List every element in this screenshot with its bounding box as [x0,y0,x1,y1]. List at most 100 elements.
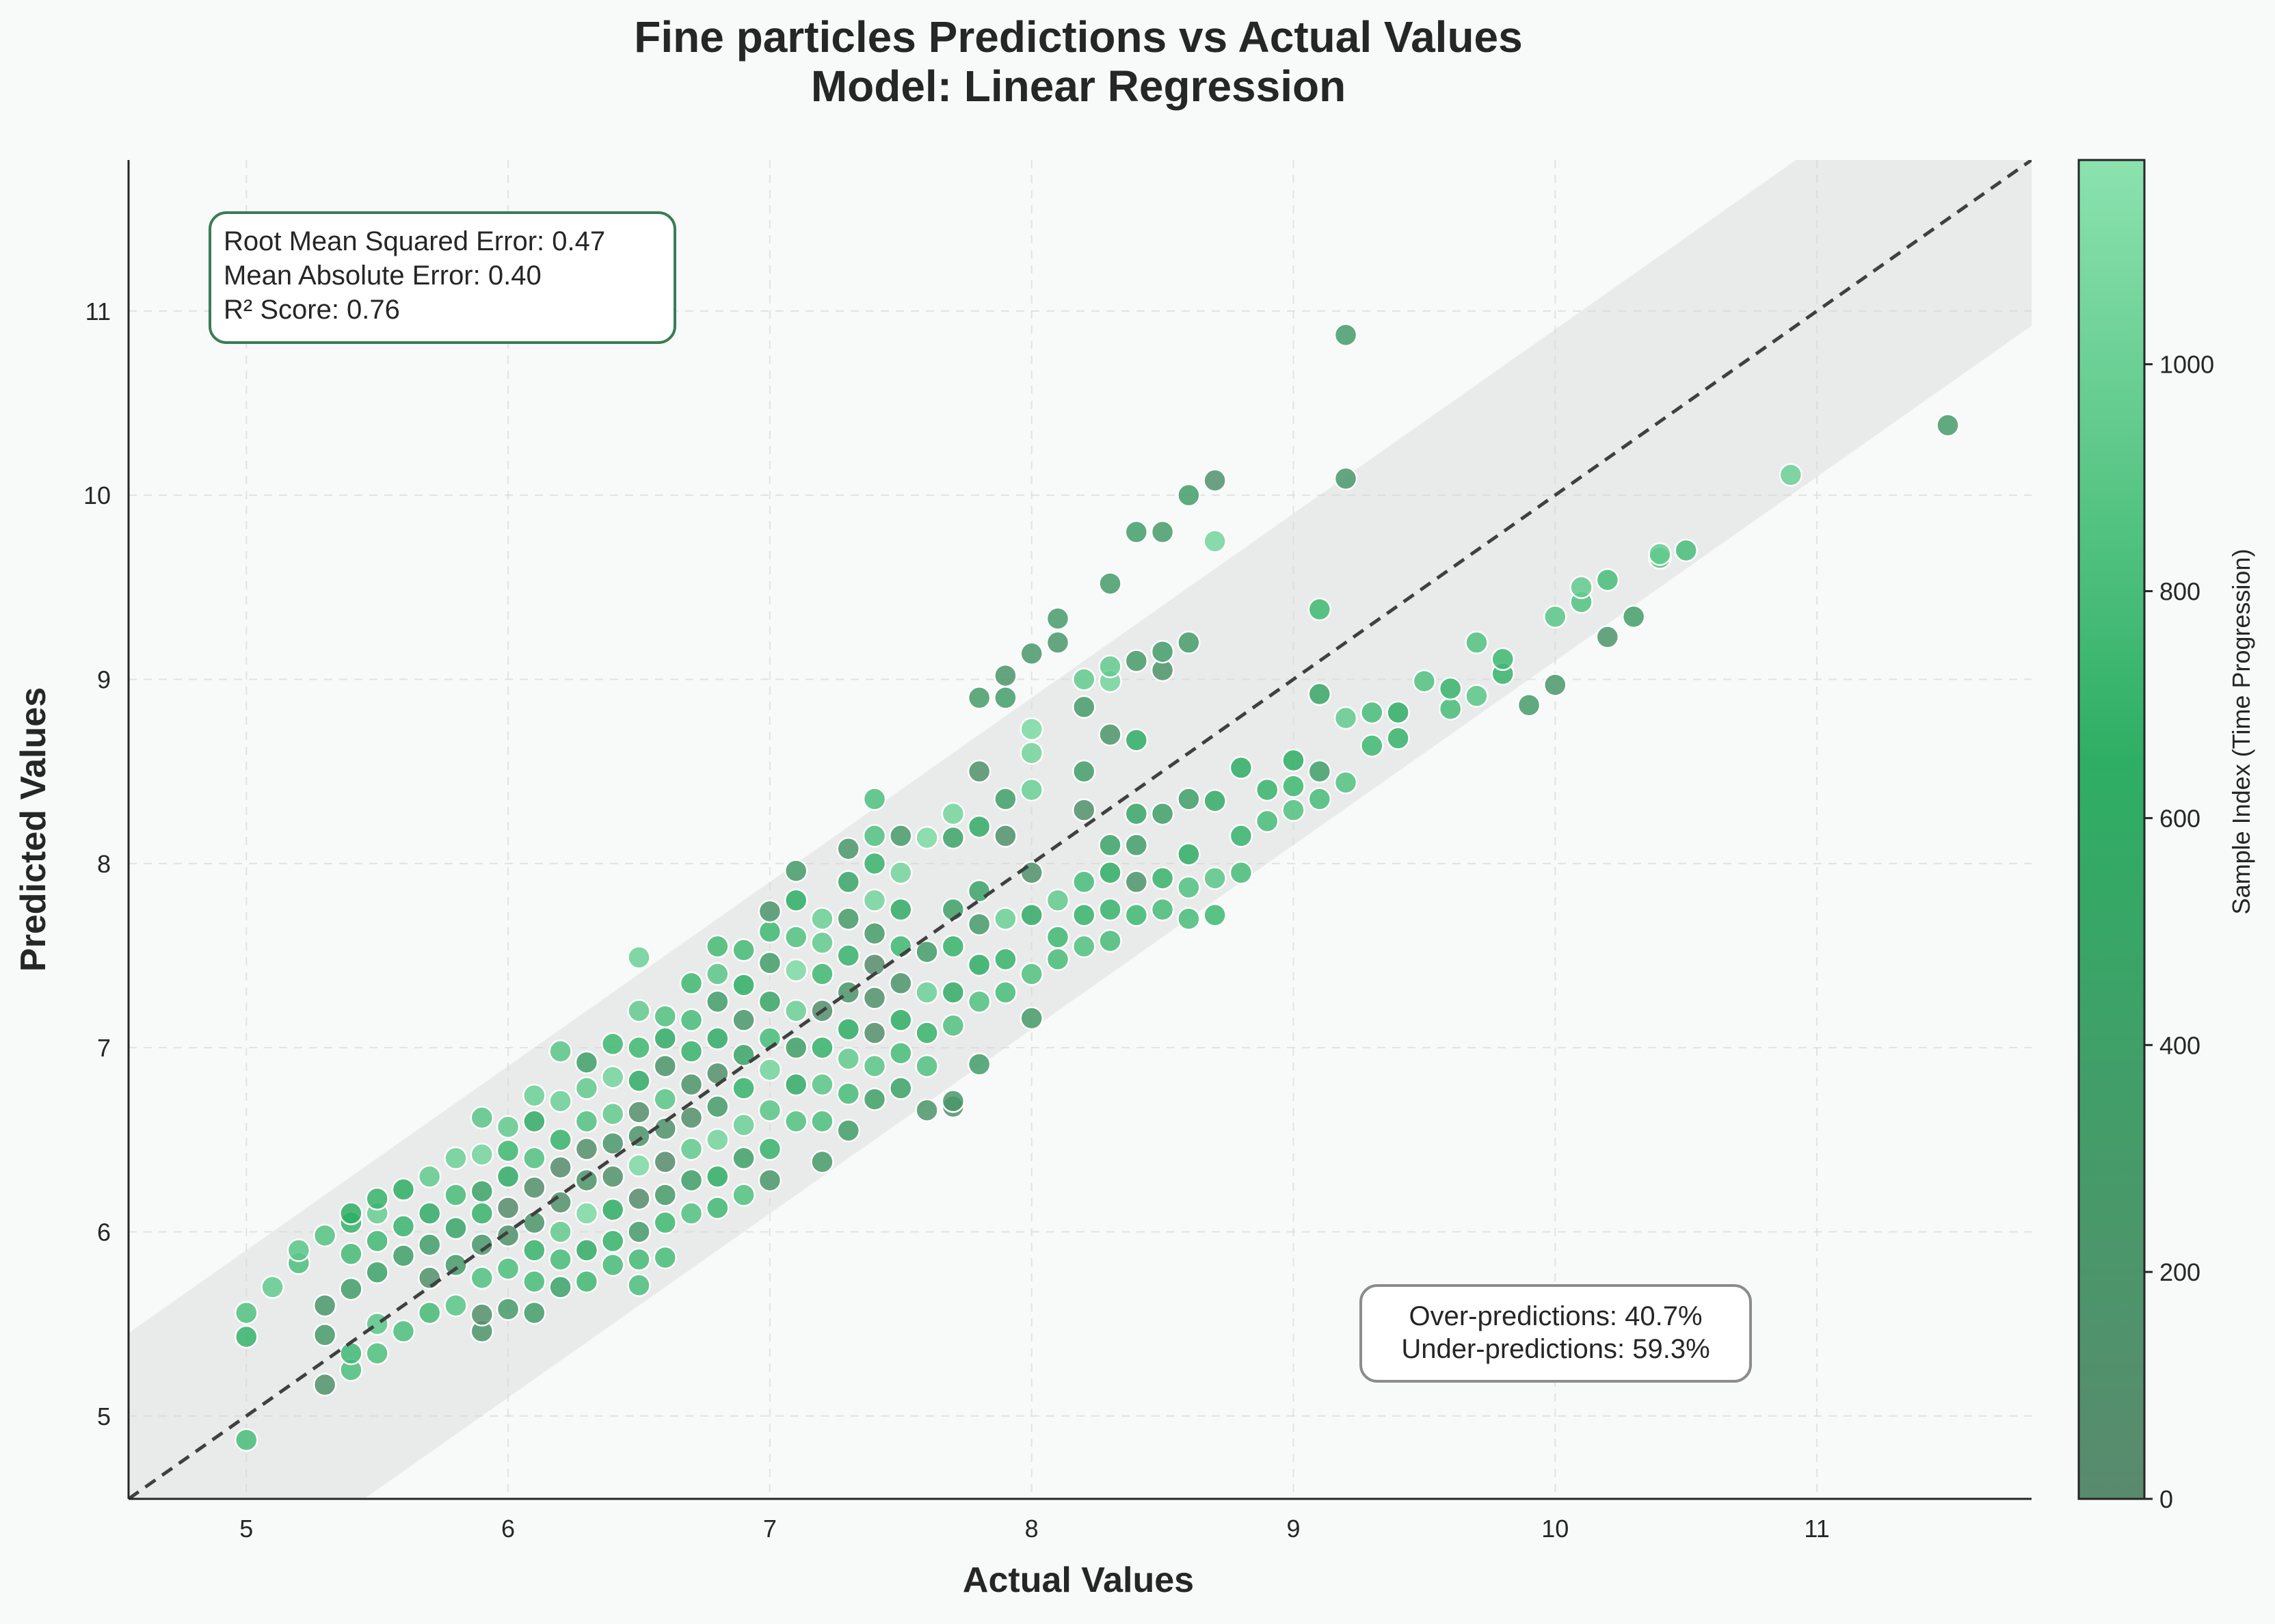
data-point [784,1109,808,1134]
data-point [548,1247,572,1272]
data-point [1333,466,1358,491]
perfect-prediction-line [129,160,2032,1499]
data-point [496,1257,520,1281]
data-point [836,1047,860,1071]
data-point [574,1137,599,1161]
data-point [967,759,992,784]
y-axis-label: Predicted Values [14,687,53,972]
data-point [339,1277,363,1301]
data-point [810,1072,834,1097]
x-tick-label: 8 [1025,1515,1039,1543]
data-point [994,663,1017,688]
data-point [836,837,860,861]
data-point [1438,697,1463,721]
data-point [862,787,887,811]
x-tick-label: 9 [1286,1515,1300,1543]
data-point [1360,700,1384,725]
data-point [574,1201,599,1225]
metrics-box: Root Mean Squared Error: 0.47 Mean Absol… [209,211,676,344]
data-point [627,1247,651,1272]
data-point [522,1109,546,1134]
data-point [967,912,992,936]
data-point [967,1052,992,1076]
data-point [470,1201,494,1225]
data-point [941,1089,966,1113]
y-tick-labels: 5 6 7 8 9 10 11 [83,297,111,1430]
chart-title: Fine particles Predictions vs Actual Val… [634,12,1522,62]
data-point [1648,542,1672,566]
data-point [574,1168,599,1193]
data-point [339,1341,363,1366]
data-point [1020,861,1043,885]
data-point [627,1100,651,1124]
data-point [1020,777,1043,802]
data-point [312,1293,337,1318]
data-point [574,1238,599,1262]
data-point [600,1065,625,1089]
data-point [1517,693,1541,717]
data-point [836,870,860,894]
data-point [1543,673,1567,697]
data-point [470,1143,494,1167]
prediction-split-frame [1359,1284,1752,1383]
data-points [235,323,1960,1452]
data-point [679,971,704,996]
data-point [862,1021,887,1045]
data-point [391,1244,416,1268]
data-point [627,999,651,1023]
data-point [810,931,834,955]
data-point [679,1168,704,1193]
colorbar-tick-label: 600 [2159,804,2200,832]
x-tick-label: 5 [239,1515,253,1543]
data-point [444,1146,468,1170]
data-point [574,1109,599,1134]
data-point [810,1035,834,1060]
data-point [1255,777,1279,802]
data-point [417,1164,442,1188]
data-point [758,899,782,924]
data-point [810,1149,834,1174]
data-point [1386,700,1410,725]
data-point [758,1168,782,1193]
data-point [1098,929,1122,953]
colorbar-tick-label: 400 [2159,1031,2200,1059]
data-point [1124,833,1149,857]
data-point [1936,413,1960,438]
data-point [967,953,992,977]
data-point [1072,759,1096,784]
data-point [915,1054,939,1078]
y-tick-label: 6 [97,1218,111,1246]
data-point [706,1164,730,1188]
data-point [653,1054,678,1078]
data-point [391,1214,416,1238]
data-point [889,897,913,922]
data-point [1229,756,1253,780]
data-point [1020,903,1043,927]
data-point [1674,538,1698,563]
over-predictions-text: Over-predictions: 40.7% [1409,1301,1702,1331]
data-point [627,1220,651,1244]
x-axis-label: Actual Values [963,1560,1194,1600]
data-point [1203,529,1227,553]
data-point [1203,866,1227,890]
data-point [889,971,913,996]
data-point [732,1183,756,1207]
data-point [1124,520,1149,544]
data-point [862,851,887,876]
data-point [1124,870,1149,894]
data-point [1779,463,1803,487]
data-point [994,824,1017,848]
data-point [889,824,913,848]
data-point [235,1301,258,1325]
data-point [1281,774,1305,798]
data-point [600,1229,625,1253]
data-point [1595,625,1620,649]
data-point [391,1177,416,1201]
data-point [444,1183,468,1207]
data-point [679,1039,704,1063]
data-point [836,1119,860,1143]
data-point [732,1076,756,1100]
data-point [862,1087,887,1111]
data-point [1072,695,1096,719]
data-point [836,1082,860,1106]
